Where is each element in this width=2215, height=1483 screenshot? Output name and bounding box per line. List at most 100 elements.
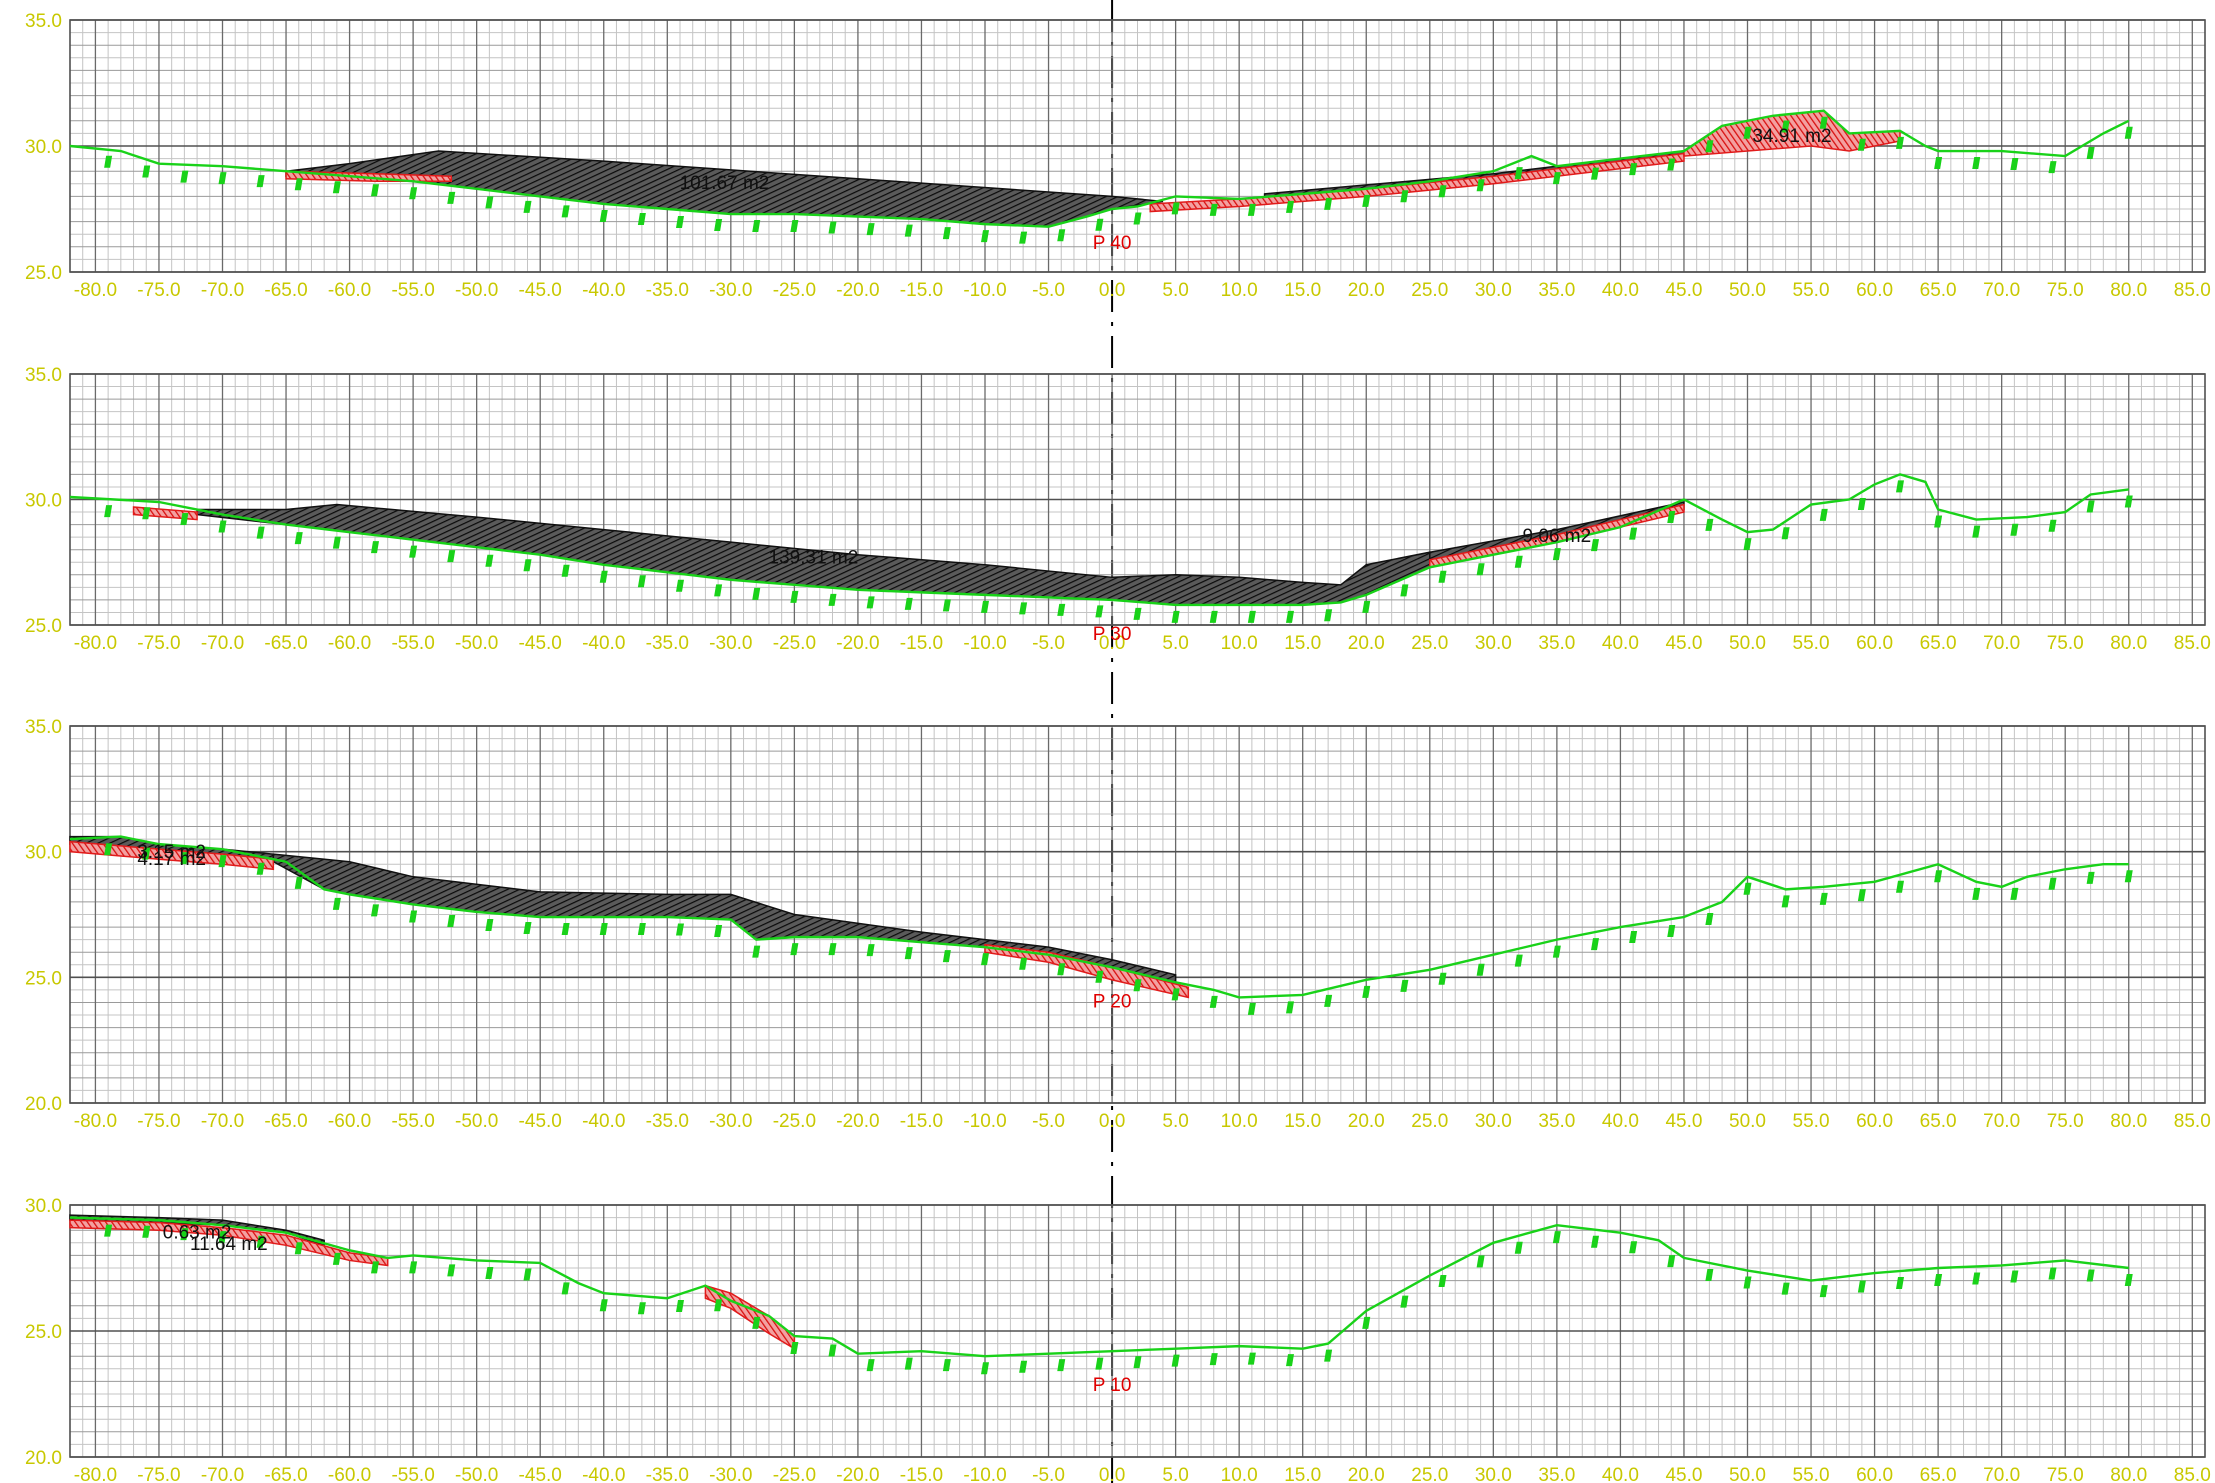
ground-hatch-mark (371, 541, 379, 554)
ground-hatch-mark (676, 579, 684, 592)
ground-hatch-mark (942, 227, 951, 240)
x-tick-label: -30.0 (709, 1465, 752, 1483)
ground-hatch-mark (981, 1362, 989, 1375)
y-tick-label: 25.0 (25, 968, 62, 989)
x-tick-label: 85.0 (2174, 633, 2211, 654)
x-tick-label: 75.0 (2047, 280, 2084, 301)
x-tick-label: 25.0 (1411, 1111, 1448, 1132)
ground-hatch-mark (294, 876, 303, 889)
x-tick-label: 40.0 (1602, 280, 1639, 301)
x-tick-label: -20.0 (836, 280, 879, 301)
x-tick-label: -50.0 (455, 633, 498, 654)
ground-hatch-mark (1095, 970, 1104, 983)
x-tick-label: 50.0 (1729, 1465, 1766, 1483)
ground-hatch-mark (942, 950, 951, 963)
ground-hatch-mark (1171, 1354, 1180, 1367)
x-tick-label: -30.0 (709, 633, 752, 654)
x-tick-label: 70.0 (1983, 280, 2020, 301)
ground-hatch-mark (676, 1300, 684, 1313)
ground-hatch-mark (1209, 203, 1218, 216)
ground-hatch-mark (1057, 963, 1066, 976)
x-tick-label: 65.0 (1920, 633, 1957, 654)
x-tick-label: 10.0 (1221, 633, 1258, 654)
ground-hatch-mark (2048, 161, 2057, 174)
x-tick-label: -45.0 (519, 1465, 562, 1483)
x-tick-label: -75.0 (137, 1111, 180, 1132)
ground-hatch-mark (1324, 1349, 1333, 1362)
ground-hatch-mark (1705, 1268, 1714, 1281)
x-tick-label: -5.0 (1032, 1465, 1065, 1483)
ground-hatch-mark (1743, 126, 1752, 139)
ground-hatch-mark (523, 922, 532, 935)
x-tick-label: 60.0 (1856, 1465, 1893, 1483)
ground-hatch-mark (1743, 538, 1752, 551)
ground-hatch-mark (523, 559, 532, 572)
ground-hatch-mark (1324, 609, 1333, 622)
ground-hatch-mark (1171, 202, 1180, 215)
ground-hatch-mark (180, 852, 189, 865)
area-label: 0.63 m2 (163, 1223, 232, 1244)
y-tick-label: 30.0 (25, 1196, 62, 1217)
ground-hatch-mark (1591, 539, 1599, 552)
ground-hatch-mark (1896, 1277, 1904, 1290)
x-tick-label: 80.0 (2110, 1465, 2147, 1483)
x-tick-label: 35.0 (1538, 1465, 1575, 1483)
ground-hatch-mark (828, 1344, 837, 1357)
x-tick-label: -5.0 (1032, 280, 1065, 301)
ground-profile (69, 109, 2130, 228)
ground-hatch-mark (1514, 167, 1523, 180)
ground-hatch-mark (1438, 570, 1447, 583)
ground-hatch-mark (1133, 1356, 1142, 1369)
ground-hatch-mark (1667, 1255, 1676, 1268)
ground-hatch-mark (714, 219, 723, 232)
x-tick-label: 85.0 (2174, 280, 2211, 301)
x-tick-label: 0.0 (1099, 1465, 1125, 1483)
ground-hatch-mark (256, 175, 265, 188)
x-tick-label: 45.0 (1665, 1465, 1702, 1483)
ground-hatch-mark (1972, 157, 1981, 170)
ground-hatch-mark (409, 1261, 418, 1274)
x-tick-label: 0.0 (1099, 1111, 1125, 1132)
x-tick-label: -75.0 (137, 280, 180, 301)
ground-hatch-mark (2010, 158, 2019, 171)
ground-hatch-mark (104, 155, 113, 168)
ground-hatch-mark (1781, 895, 1790, 908)
x-tick-label: -65.0 (264, 280, 307, 301)
x-tick-label: -40.0 (582, 1111, 625, 1132)
ground-hatch-mark (523, 200, 532, 213)
station-label: P 10 (1093, 1375, 1132, 1396)
ground-hatch-mark (1781, 1282, 1790, 1295)
x-tick-label: -15.0 (900, 1111, 943, 1132)
ground-hatch-mark (1362, 600, 1371, 613)
ground-hatch-mark (1896, 880, 1904, 893)
x-tick-label: -50.0 (455, 280, 498, 301)
ground-hatch-mark (599, 1299, 608, 1312)
x-tick-label: -50.0 (455, 1465, 498, 1483)
ground-hatch-mark (1095, 605, 1104, 618)
ground-hatch-mark (1286, 610, 1294, 623)
x-tick-label: -70.0 (201, 1465, 244, 1483)
x-tick-label: -50.0 (455, 1111, 498, 1132)
ground-hatch-mark (371, 1261, 379, 1274)
ground-hatch-mark (1781, 527, 1790, 540)
x-tick-label: 20.0 (1348, 280, 1385, 301)
ground-hatch-mark (371, 904, 379, 917)
y-tick-label: 20.0 (25, 1448, 62, 1469)
x-tick-label: 60.0 (1856, 633, 1893, 654)
ground-hatch-mark (1934, 515, 1943, 528)
ground-hatch-mark (1057, 229, 1066, 242)
x-tick-label: 30.0 (1475, 1465, 1512, 1483)
ground-hatch-mark (1362, 1316, 1371, 1329)
ground-hatch-mark (828, 593, 837, 606)
x-tick-label: 0.0 (1099, 280, 1125, 301)
x-tick-label: 35.0 (1538, 1111, 1575, 1132)
x-tick-label: 40.0 (1602, 1111, 1639, 1132)
ground-hatch-mark (1591, 938, 1599, 951)
ground-hatch-mark (218, 172, 227, 185)
ground-hatch-mark (485, 554, 494, 567)
ground-hatch-mark (1972, 887, 1981, 900)
ground-hatch-mark (1972, 525, 1981, 538)
ground-hatch-mark (1591, 167, 1599, 180)
ground-hatch-mark (1819, 892, 1828, 905)
x-tick-label: -10.0 (963, 280, 1006, 301)
